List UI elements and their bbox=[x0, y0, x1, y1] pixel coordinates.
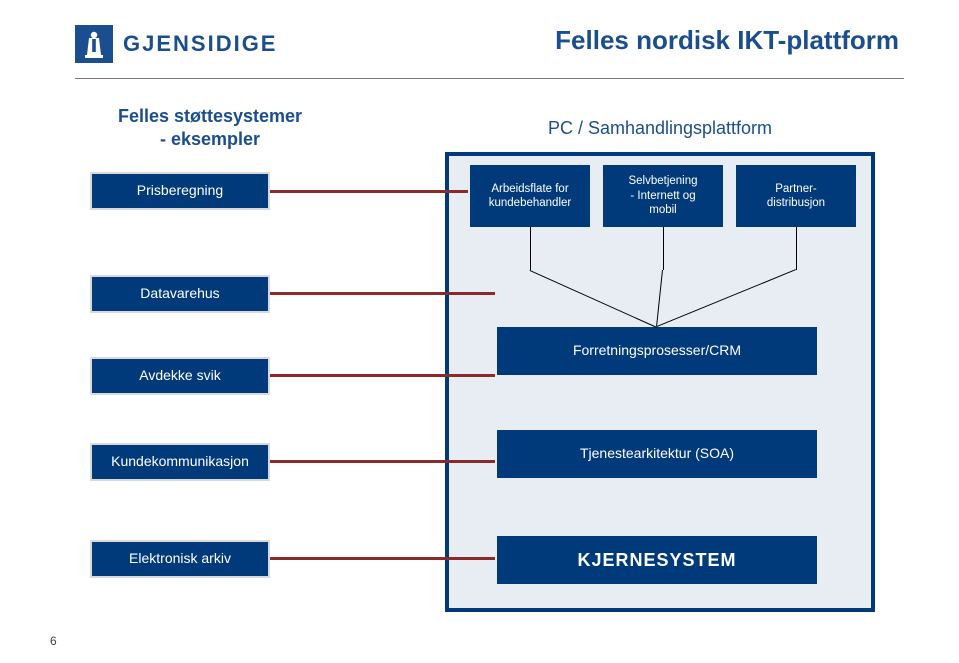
box-selvbetjening: Selvbetjening- Internett ogmobil bbox=[603, 165, 723, 227]
box-arbeidsflate: Arbeidsflate forkundebehandler bbox=[470, 165, 590, 227]
box-label-kundekommunikasjon: Kundekommunikasjon bbox=[105, 449, 255, 475]
box-datavarehus: Datavarehus bbox=[90, 275, 270, 313]
page-title: Felles nordisk IKT-plattform bbox=[555, 25, 899, 56]
brand-name: GJENSIDIGE bbox=[123, 31, 277, 57]
box-label-partner: Partner-distribusjon bbox=[761, 178, 831, 215]
connector-kundekommunikasjon bbox=[270, 460, 495, 463]
box-label-elektronisk-arkiv: Elektronisk arkiv bbox=[123, 546, 237, 572]
box-label-prisberegning: Prisberegning bbox=[131, 178, 229, 204]
box-label-arbeidsflate: Arbeidsflate forkundebehandler bbox=[483, 178, 578, 215]
funnel-vline-0 bbox=[530, 227, 531, 270]
box-label-selvbetjening: Selvbetjening- Internett ogmobil bbox=[622, 170, 703, 221]
box-label-datavarehus: Datavarehus bbox=[134, 281, 225, 307]
brand-logo: GJENSIDIGE bbox=[75, 25, 277, 63]
box-label-soa: Tjenestearkitektur (SOA) bbox=[574, 441, 740, 467]
box-avdekke-svik: Avdekke svik bbox=[90, 357, 270, 395]
box-label-core: KJERNESYSTEM bbox=[571, 545, 742, 576]
connector-avdekke-svik bbox=[270, 374, 495, 377]
subheading-left-line2: - eksempler bbox=[160, 129, 260, 149]
box-prisberegning: Prisberegning bbox=[90, 172, 270, 210]
box-crm: Forretningsprosesser/CRM bbox=[497, 327, 817, 375]
funnel-vline-1 bbox=[663, 227, 664, 270]
subheading-left-line1: Felles støttesystemer bbox=[118, 106, 302, 126]
subheading-right: PC / Samhandlingsplattform bbox=[445, 118, 875, 139]
brand-logo-mark bbox=[75, 25, 113, 63]
box-kundekommunikasjon: Kundekommunikasjon bbox=[90, 443, 270, 481]
funnel-vline-2 bbox=[796, 227, 797, 270]
connector-prisberegning bbox=[270, 190, 468, 193]
box-label-crm: Forretningsprosesser/CRM bbox=[567, 338, 747, 364]
box-partner: Partner-distribusjon bbox=[736, 165, 856, 227]
subheading-left: Felles støttesystemer - eksempler bbox=[80, 105, 340, 150]
connector-elektronisk-arkiv bbox=[270, 557, 495, 560]
box-elektronisk-arkiv: Elektronisk arkiv bbox=[90, 540, 270, 578]
box-label-avdekke-svik: Avdekke svik bbox=[133, 363, 226, 389]
box-core: KJERNESYSTEM bbox=[497, 536, 817, 584]
header-rule bbox=[75, 78, 904, 79]
page-number: 6 bbox=[50, 634, 57, 648]
connector-datavarehus bbox=[270, 292, 495, 295]
page: GJENSIDIGE Felles nordisk IKT-plattform … bbox=[0, 0, 959, 663]
box-soa: Tjenestearkitektur (SOA) bbox=[497, 430, 817, 478]
